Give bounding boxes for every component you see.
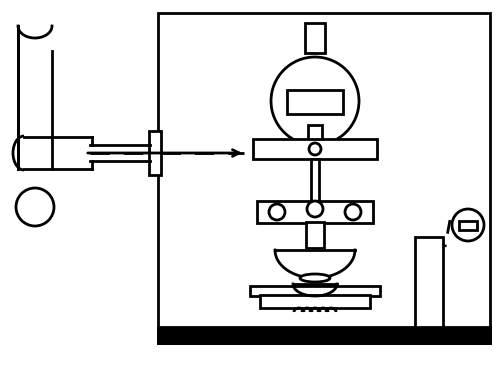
Bar <box>253 139 377 159</box>
Circle shape <box>345 204 361 220</box>
Circle shape <box>309 143 321 155</box>
Polygon shape <box>275 250 355 278</box>
Bar <box>415 237 443 327</box>
Bar <box>305 23 325 53</box>
Circle shape <box>16 188 54 226</box>
Ellipse shape <box>300 274 330 282</box>
Bar <box>158 327 490 343</box>
Circle shape <box>452 209 484 241</box>
Bar <box>311 159 319 209</box>
Bar <box>149 131 161 175</box>
Bar <box>158 13 490 343</box>
Bar <box>257 201 373 223</box>
Bar <box>306 222 324 248</box>
Circle shape <box>269 204 285 220</box>
Circle shape <box>271 57 359 145</box>
Polygon shape <box>293 284 337 296</box>
Bar <box>260 295 370 308</box>
Bar <box>308 125 322 150</box>
Bar <box>287 90 343 114</box>
Bar <box>250 286 380 296</box>
Bar <box>459 221 477 230</box>
Circle shape <box>307 201 323 217</box>
